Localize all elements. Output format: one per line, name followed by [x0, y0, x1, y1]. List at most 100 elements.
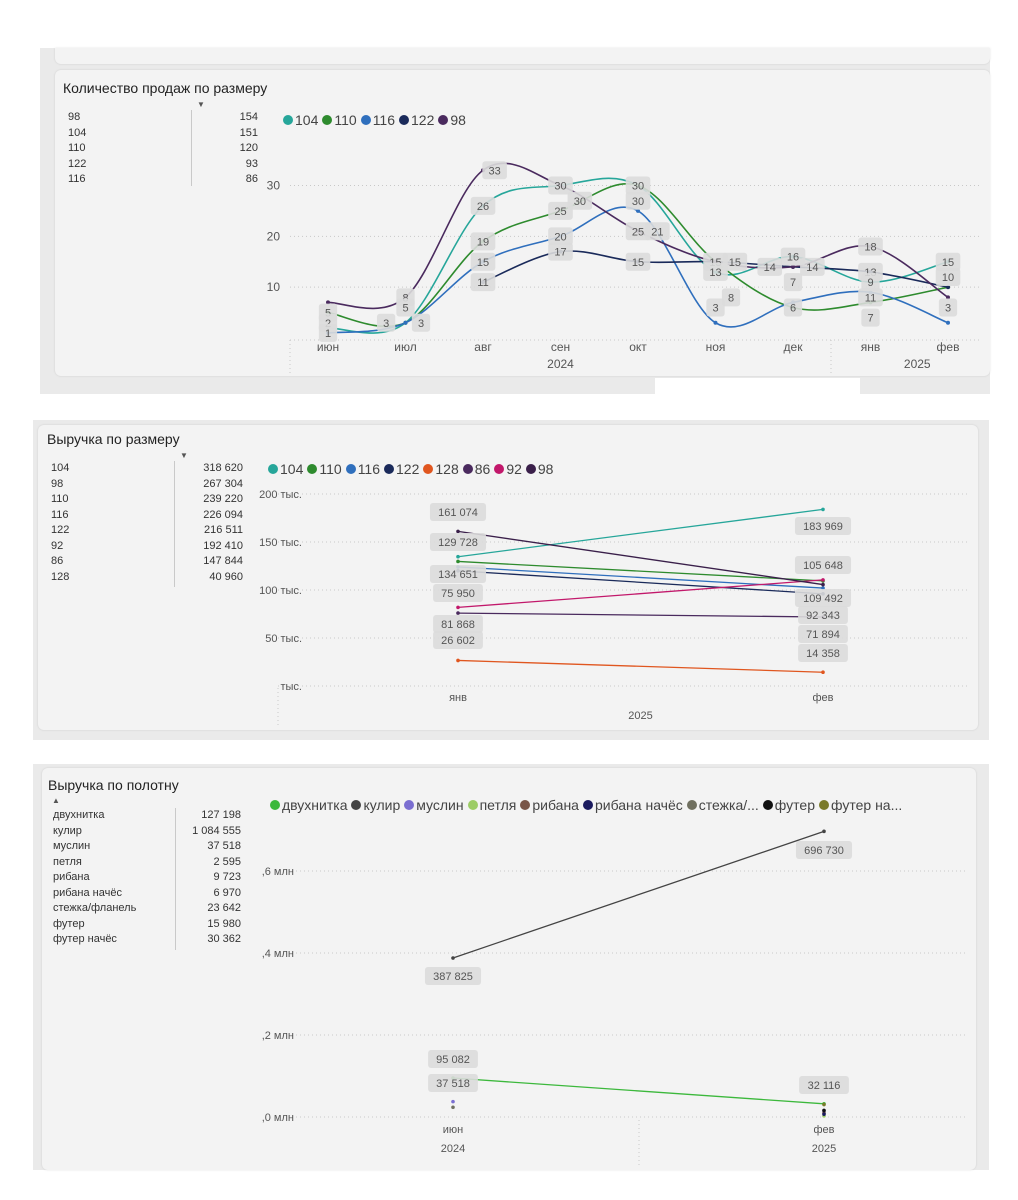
legend-label: петля	[479, 797, 517, 813]
legend-item[interactable]: 122	[399, 112, 434, 128]
series-line-двухнитка	[452, 1077, 825, 1105]
legend-dot-icon	[345, 464, 356, 474]
legend-item[interactable]: 104	[268, 461, 303, 477]
legend-label: 122	[396, 461, 420, 477]
chart-title: Выручка по полотну	[48, 777, 179, 793]
row-value: 1 084 555	[192, 824, 241, 837]
legend-dot-icon	[283, 115, 293, 125]
table-row[interactable]: рибана 9 723	[53, 870, 241, 886]
data-label-box	[429, 565, 487, 583]
sort-ascending-icon[interactable]: ▲	[52, 796, 60, 805]
table-row[interactable]: петля 2 595	[53, 855, 241, 871]
table-row[interactable]: 98 267 304	[51, 477, 243, 493]
sort-descending-icon[interactable]: ▼	[197, 100, 205, 109]
data-label: 32 116	[808, 1080, 841, 1092]
legend-item[interactable]: 116	[360, 112, 395, 128]
legend-item[interactable]: 86	[462, 461, 490, 477]
data-label: 20	[554, 231, 566, 243]
y-tick-label: 50 тыс.	[265, 633, 302, 645]
data-label: 183 969	[803, 521, 843, 533]
data-label-box	[935, 252, 961, 271]
legend-item[interactable]: петля	[467, 797, 517, 813]
legend-item[interactable]: футер на...	[819, 797, 902, 813]
legend-item[interactable]: двухнитка	[270, 797, 347, 813]
legend-item[interactable]: 104	[283, 112, 318, 128]
data-point	[451, 1105, 455, 1110]
year-label: 2024	[441, 1143, 465, 1155]
table-row[interactable]: 104 318 620	[51, 461, 243, 477]
data-label-box	[470, 232, 496, 251]
legend-item[interactable]: 92	[494, 461, 522, 477]
table-divider	[175, 808, 176, 950]
legend-item[interactable]: футер	[762, 797, 815, 813]
data-point	[946, 285, 950, 290]
legend-label: рибана начёс	[594, 797, 683, 813]
revenue-size-line-chart: тыс. 50 тыс. 100 тыс. 150 тыс. 200 тыс. янв фе…	[259, 489, 968, 725]
data-label: 3	[945, 303, 951, 315]
series-line-110	[457, 560, 824, 582]
data-label-box	[429, 533, 487, 551]
legend-label: футер	[774, 797, 815, 813]
legend-label: 116	[357, 461, 381, 477]
data-label: 19	[477, 236, 489, 248]
data-label: 75 950	[441, 588, 475, 600]
table-row[interactable]: 122 216 511	[51, 523, 243, 539]
card-sales-count-top-strip	[55, 48, 990, 64]
table-row[interactable]: стежка/фланель 23 642	[53, 901, 241, 917]
data-label: 15	[632, 257, 644, 269]
data-label-box	[433, 631, 483, 649]
table-row[interactable]: 116 226 094	[51, 508, 243, 524]
data-label-box	[482, 161, 507, 180]
legend-item[interactable]: 110	[322, 112, 357, 128]
table-row[interactable]: 104 151	[68, 126, 258, 142]
data-point	[822, 1102, 826, 1107]
legend-item[interactable]: рибана	[520, 797, 579, 813]
data-label: 9	[867, 277, 873, 289]
data-label-box	[798, 644, 848, 662]
legend-item[interactable]: стежка/...	[686, 797, 759, 813]
data-label-box	[470, 273, 496, 292]
table-row[interactable]: 122 93	[68, 157, 258, 173]
legend-item[interactable]: муслин	[404, 797, 464, 813]
data-label: 25	[632, 226, 644, 238]
legend-item[interactable]: кулир	[351, 797, 400, 813]
table-row[interactable]: 86 147 844	[51, 554, 243, 570]
data-label: 71 894	[806, 629, 840, 641]
legend-item[interactable]: 98	[438, 112, 466, 128]
legend-item[interactable]: 110	[307, 461, 342, 477]
data-point	[456, 611, 460, 615]
series-line-98	[457, 530, 824, 586]
table-row[interactable]: футер 15 980	[53, 917, 241, 933]
row-name: 122	[51, 524, 70, 536]
data-label-box	[470, 252, 496, 271]
table-row[interactable]: 92 192 410	[51, 539, 243, 555]
table-row[interactable]: футер начёс 30 362	[53, 932, 241, 948]
legend-dot-icon	[360, 115, 371, 125]
row-name: 110	[68, 142, 86, 154]
table-row[interactable]: кулир 1 084 555	[53, 824, 241, 840]
legend-dot-icon	[307, 464, 318, 474]
data-label: 14 358	[806, 648, 840, 660]
data-label-box	[799, 1076, 849, 1094]
legend-item[interactable]: 98	[525, 461, 553, 477]
overlay-tab	[655, 378, 860, 398]
legend-item[interactable]: рибана начёс	[582, 797, 683, 813]
table-row[interactable]: 116 86	[68, 172, 258, 188]
y-tick-label: тыс.	[280, 681, 302, 693]
table-row[interactable]: 128 40 960	[51, 570, 243, 586]
legend-item[interactable]: 122	[384, 461, 419, 477]
table-row[interactable]: 110 239 220	[51, 492, 243, 508]
sort-descending-icon[interactable]: ▼	[180, 451, 188, 460]
table-row[interactable]: рибана начёс 6 970	[53, 886, 241, 902]
data-label-box	[794, 556, 852, 574]
legend-item[interactable]: 128	[423, 461, 459, 477]
table-row[interactable]: 110 120	[68, 141, 258, 157]
table-row[interactable]: 98 154	[68, 110, 258, 126]
data-label: 15	[729, 257, 741, 269]
legend-item[interactable]: 116	[345, 461, 381, 477]
table-row[interactable]: муслин 37 518	[53, 839, 241, 855]
data-label: 30	[632, 196, 644, 208]
data-point	[791, 264, 795, 269]
data-label-box	[783, 298, 803, 317]
table-row[interactable]: двухнитка 127 198	[53, 808, 241, 824]
